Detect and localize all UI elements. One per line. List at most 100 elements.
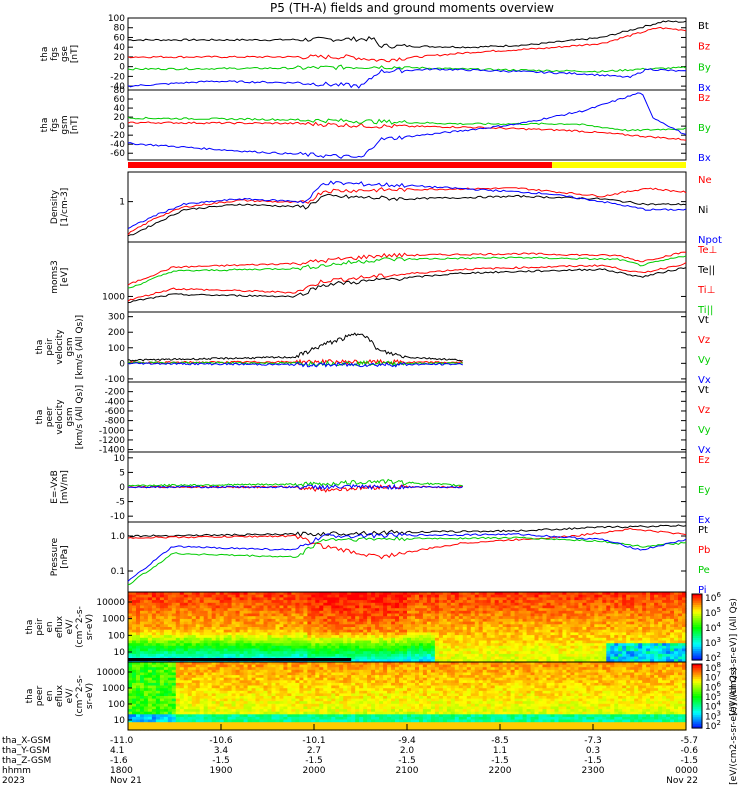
ytick-label: 0 — [119, 122, 125, 132]
ytick-label: -5 — [116, 498, 125, 508]
ytick-label: 10 — [114, 648, 126, 658]
ytick-label: 5 — [119, 468, 125, 478]
ylabel-line: en — [45, 690, 55, 701]
ylabel-line: tha — [25, 620, 35, 635]
ylabel-line: fgs — [50, 118, 60, 132]
ytick-label: -40 — [110, 140, 125, 150]
legend-entry: By — [698, 123, 711, 134]
series-Pi — [127, 532, 687, 582]
ephem-time: 2300 — [582, 766, 605, 776]
ytick-label: 40 — [114, 43, 126, 53]
ylabel-line: (cm^2-s- — [75, 675, 85, 717]
series-Bx — [127, 92, 687, 159]
ephem-x: -9.4 — [398, 736, 416, 746]
legend-entry: Ex — [698, 515, 710, 526]
ytick-label: -1400 — [99, 446, 125, 456]
ephem-time: 2100 — [396, 766, 419, 776]
colorbar-tick: 105 — [705, 606, 721, 619]
series-Te|| — [127, 267, 687, 304]
ephem-x: -10.1 — [302, 736, 325, 746]
ephem-z: -1.6 — [110, 756, 128, 766]
ylabel-line: peer — [45, 406, 55, 427]
x-axis — [127, 724, 687, 730]
series-By — [127, 116, 687, 132]
ephem-z: -1.5 — [398, 756, 416, 766]
series-Bz — [127, 26, 687, 63]
ylabel-line: gsm — [65, 407, 75, 426]
ytick-label: -20 — [110, 72, 125, 82]
legend-entry: Te|| — [697, 265, 715, 276]
ytick-label: -1000 — [99, 426, 125, 436]
ytick-label: 20 — [114, 113, 126, 123]
ylabel-line: eflux — [55, 684, 65, 707]
legend-entry: Vy — [698, 425, 711, 436]
ytick-label: 0 — [119, 359, 125, 369]
ephem-x: -7.3 — [584, 736, 602, 746]
legend-entry: Vx — [698, 445, 711, 456]
ephem-row-label: tha_Y-GSM — [2, 746, 50, 756]
series-Ti⊥ — [127, 251, 687, 286]
ephem-date: Nov 22 — [666, 776, 698, 786]
series-Bt — [127, 20, 687, 49]
series-Ez — [127, 484, 463, 493]
panels-group: tha fgs gse [nT]100806040200-20-40BtBzByBxt… — [25, 14, 739, 785]
ytick-label: 1.0 — [111, 532, 126, 542]
ephem-y: 3.4 — [214, 746, 229, 756]
legend-entry: Bx — [698, 153, 711, 164]
ephem-z: -1.5 — [212, 756, 230, 766]
series-Pb — [127, 527, 687, 560]
ephem-row-label: tha_X-GSM — [2, 736, 51, 746]
ephem-row-label: tha_Z-GSM — [2, 756, 51, 766]
ytick-label: -1200 — [99, 436, 125, 446]
ephem-y: 1.1 — [493, 746, 507, 756]
ylabel-line: gse — [60, 46, 70, 62]
ephem-y: 0.3 — [586, 746, 600, 756]
ytick-label: 0 — [119, 483, 125, 493]
colorbar-label: [eV/(cm2-s-sr-eV)] (All Qs) — [729, 667, 739, 785]
ylabel-line: eV/ — [65, 619, 75, 635]
ytick-label: -60 — [110, 149, 125, 159]
ephem-y: 4.1 — [110, 746, 124, 756]
ylabel-line: peer — [35, 685, 45, 706]
panel-frame — [127, 381, 687, 453]
ephem-row-label: 2023 — [2, 776, 25, 786]
ytick-label: 10000 — [96, 598, 125, 608]
legend-entry: Ez — [698, 455, 710, 466]
ylabel-line: tha — [35, 410, 45, 425]
ytick-label: 0 — [119, 63, 125, 73]
series-Ti|| — [127, 255, 687, 289]
ytick-label: -600 — [105, 407, 126, 417]
ylabel-line: tha — [40, 47, 50, 62]
ylabel-line: peir — [35, 618, 45, 636]
ylabel-line: gsm — [60, 115, 70, 134]
panel-peir_spec: tha peir en eflux eV/(cm^2-s-sr-eV)106105104… — [25, 591, 739, 716]
ylabel-line: tha — [35, 340, 45, 355]
ytick-label: 80 — [114, 86, 126, 96]
ytick-label: -40 — [110, 82, 125, 92]
legend-entry: Bz — [698, 93, 710, 104]
ephem-y: -0.6 — [680, 746, 698, 756]
ylabel-line: [nT] — [70, 116, 80, 134]
legend-entry: Ni — [698, 205, 708, 216]
ytick-label: 60 — [114, 33, 126, 43]
panel-frame — [127, 241, 687, 313]
ytick-label: 300 — [108, 313, 125, 323]
ylabel-line: [nT] — [70, 45, 80, 63]
legend-entry: Vt — [698, 315, 709, 326]
panel-efield: E=-VxB [mV/m] 10 5 0 -5 -10 Ez Ey Ex — [50, 451, 710, 526]
fill-line — [128, 658, 352, 661]
ytick-label: 200 — [108, 328, 125, 338]
ephem-z: -1.5 — [584, 756, 602, 766]
panel-peer_spec: tha peer en eflux eV/(cm^2-s-sr-eV) 108107106… — [25, 661, 739, 785]
legend-entry: Vt — [698, 385, 709, 396]
ephem-time: 0000 — [675, 766, 698, 776]
ylabel-line: [km/s (All Qs)] — [75, 385, 85, 449]
ylabel-line: gsm — [65, 337, 75, 356]
ylabel-line: (cm^2-s- — [75, 606, 85, 648]
ephem-time: 1800 — [110, 766, 133, 776]
ephem-time: 2200 — [489, 766, 512, 776]
ytick-label: -20 — [110, 131, 125, 141]
series-Ni — [127, 193, 687, 237]
legend-entry: Pt — [698, 525, 708, 536]
